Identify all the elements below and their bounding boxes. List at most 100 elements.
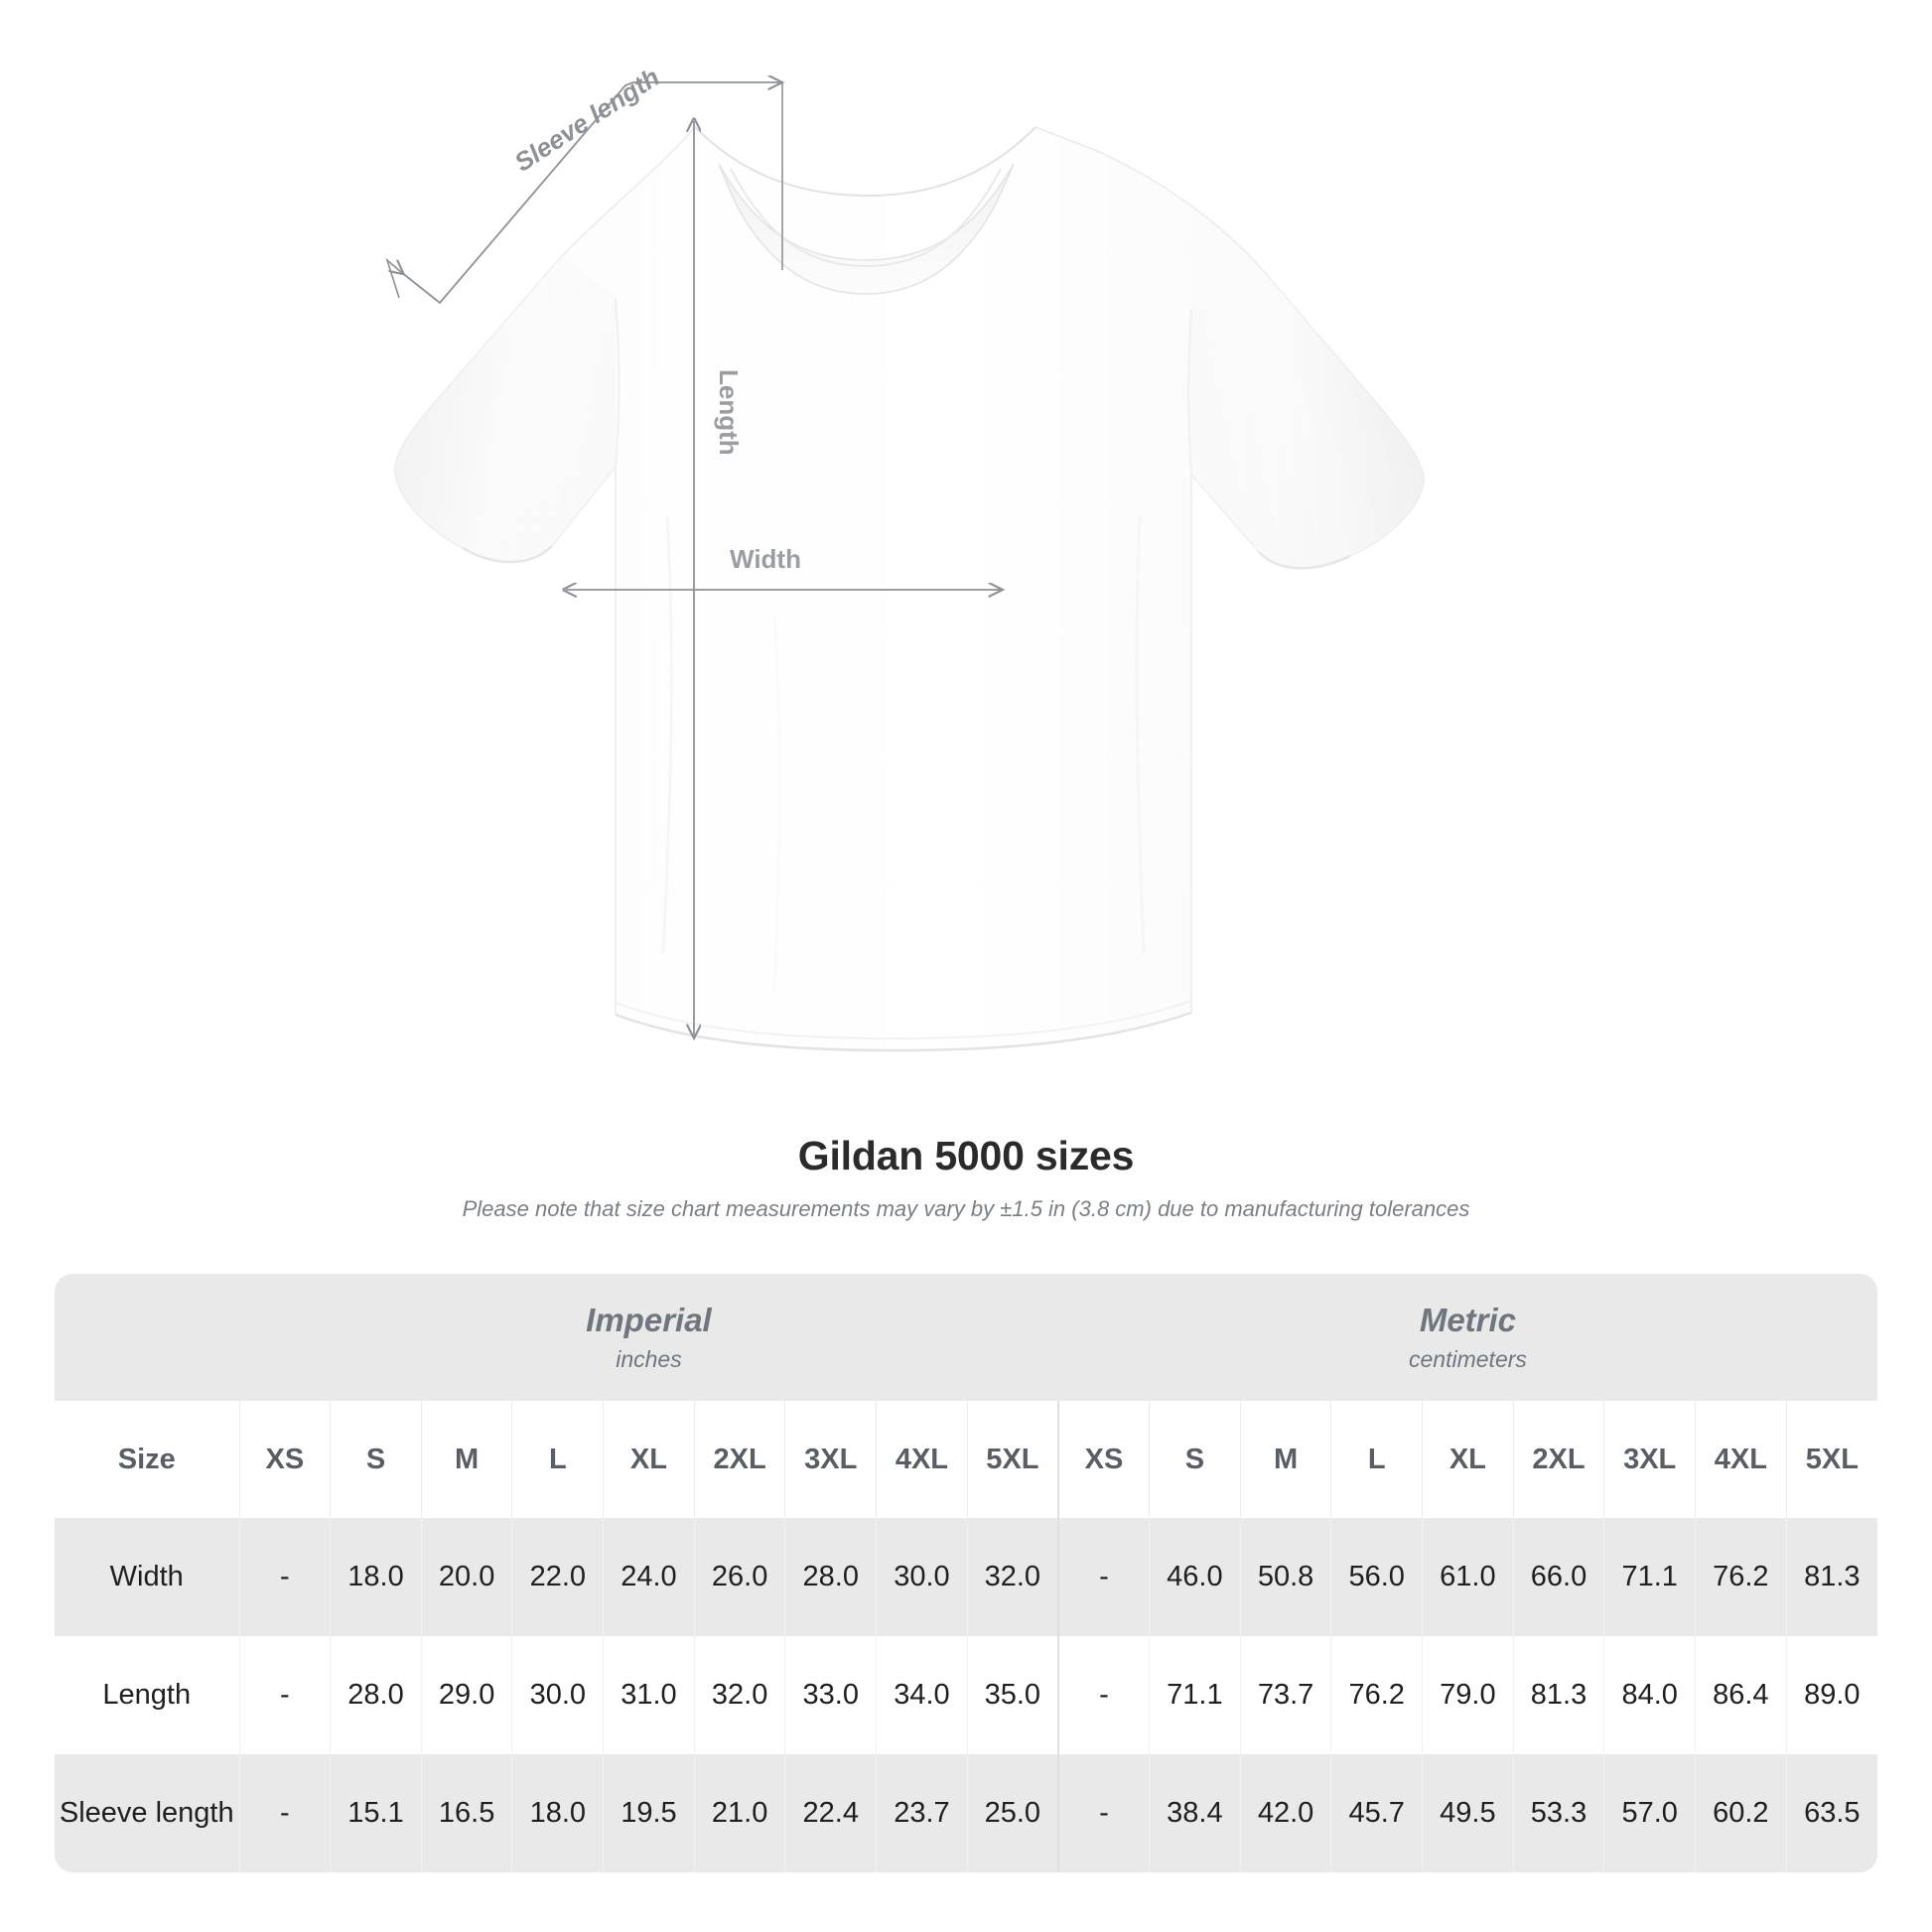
size-header-imperial-xs: XS (238, 1401, 331, 1518)
size-header-imperial-5xl: 5XL (966, 1401, 1058, 1518)
row-label-sleeve-length: Sleeve length (55, 1754, 239, 1872)
cell-value: 31.0 (603, 1636, 695, 1754)
length-label: Length (714, 369, 744, 456)
cell-value: 32.0 (693, 1636, 785, 1754)
size-chart-table-wrapper: Imperial inches Metric centimeters Size XS S M L… (55, 1274, 1877, 1872)
cell-value: 35.0 (966, 1636, 1058, 1754)
row-label-length: Length (55, 1636, 239, 1754)
size-header-imperial-xl: XL (603, 1401, 695, 1518)
page-title: Gildan 5000 sizes (797, 1133, 1135, 1178)
cell-value: - (1056, 1636, 1150, 1754)
cell-value: 79.0 (1422, 1636, 1514, 1754)
garment-shape (394, 125, 1425, 1052)
cell-value: 76.2 (1695, 1518, 1787, 1636)
heading-block: Gildan 5000 sizes Please note that size … (0, 1132, 1932, 1223)
cell-value: 89.0 (1785, 1636, 1877, 1754)
cell-value: 49.5 (1422, 1754, 1514, 1872)
sleeve-length-cuff-tick (385, 257, 402, 299)
cell-value: 81.3 (1785, 1518, 1877, 1636)
unit-group-name: Imperial (586, 1302, 712, 1339)
measurement-annotations (385, 81, 1003, 1038)
cell-value: 29.0 (420, 1636, 512, 1754)
cell-value: 60.2 (1695, 1754, 1787, 1872)
unit-group-name: Metric (1419, 1302, 1517, 1339)
table-row: Length -28.0 29.0 30.0 31.0 32.0 33.0 34.0 35.0-… (55, 1636, 1877, 1754)
size-header-metric-5xl: 5XL (1785, 1401, 1877, 1518)
cell-value: 32.0 (966, 1518, 1058, 1636)
cell-value: 84.0 (1603, 1636, 1696, 1754)
sleeve-length-label: Sleeve length (509, 62, 665, 177)
cell-value: - (238, 1754, 331, 1872)
size-header-metric-l: L (1330, 1401, 1423, 1518)
cell-value: 34.0 (876, 1636, 968, 1754)
cell-value: 33.0 (784, 1636, 877, 1754)
page-subtitle: Please note that size chart measurements… (462, 1196, 1470, 1222)
cell-value: 22.0 (511, 1518, 604, 1636)
cell-value: 57.0 (1603, 1754, 1696, 1872)
size-header-imperial-2xl: 2XL (693, 1401, 785, 1518)
size-header-metric-4xl: 4XL (1695, 1401, 1787, 1518)
cell-value: 71.1 (1603, 1518, 1696, 1636)
size-header-imperial-4xl: 4XL (876, 1401, 968, 1518)
size-header-imperial-s: S (330, 1401, 422, 1518)
cell-value: 76.2 (1330, 1636, 1423, 1754)
sleeve-length-diagonal (401, 81, 634, 305)
cell-value: 16.5 (420, 1754, 512, 1872)
unit-group-imperial: Imperial inches (239, 1274, 1058, 1401)
size-header-imperial-m: M (420, 1401, 512, 1518)
cell-value: - (1056, 1518, 1150, 1636)
table-row: Width -18.0 20.0 22.0 24.0 26.0 28.0 30.0 32.0-4… (55, 1518, 1877, 1636)
cell-value: 28.0 (784, 1518, 877, 1636)
size-header-metric-2xl: 2XL (1512, 1401, 1604, 1518)
cell-value: 19.5 (603, 1754, 695, 1872)
cell-value: 71.1 (1149, 1636, 1241, 1754)
cell-value: 18.0 (511, 1754, 604, 1872)
cell-value: 50.8 (1239, 1518, 1331, 1636)
size-header-imperial-l: L (511, 1401, 604, 1518)
size-header-metric-xs: XS (1056, 1401, 1150, 1518)
cell-value: - (238, 1636, 331, 1754)
size-corner-label: Size (55, 1401, 239, 1518)
cell-value: 23.7 (876, 1754, 968, 1872)
size-header-imperial-3xl: 3XL (784, 1401, 877, 1518)
cell-value: 25.0 (966, 1754, 1058, 1872)
cell-value: 21.0 (693, 1754, 785, 1872)
cell-value: 30.0 (511, 1636, 604, 1754)
tshirt-illustration: Sleeve length Length Width (385, 62, 1425, 1052)
collar (718, 163, 1015, 295)
size-header-metric-s: S (1149, 1401, 1241, 1518)
unit-group-metric: Metric centimeters (1057, 1274, 1877, 1401)
cell-value: 42.0 (1239, 1754, 1331, 1872)
unit-band-spacer (55, 1274, 239, 1401)
cell-value: - (1056, 1754, 1150, 1872)
cell-value: 38.4 (1149, 1754, 1241, 1872)
cell-value: 53.3 (1512, 1754, 1604, 1872)
cell-value: 20.0 (420, 1518, 512, 1636)
cell-value: 18.0 (330, 1518, 422, 1636)
cell-value: 61.0 (1422, 1518, 1514, 1636)
unit-group-sub: centimeters (1409, 1345, 1527, 1372)
cell-value: 45.7 (1330, 1754, 1423, 1872)
size-header-metric-m: M (1239, 1401, 1331, 1518)
size-header-metric-xl: XL (1422, 1401, 1514, 1518)
width-label: Width (730, 544, 801, 574)
cell-value: 15.1 (330, 1754, 422, 1872)
size-header-row: Size XS S M L XL 2XL 3XL 4XL 5XL XS S M L XL 2XL 3XL 4XL 5… (55, 1401, 1877, 1518)
unit-band-row: Imperial inches Metric centimeters (55, 1274, 1877, 1401)
cell-value: 63.5 (1785, 1754, 1877, 1872)
cell-value: 86.4 (1695, 1636, 1787, 1754)
cell-value: 66.0 (1512, 1518, 1604, 1636)
row-label-width: Width (55, 1518, 239, 1636)
size-chart-table: Imperial inches Metric centimeters Size XS S M L… (55, 1274, 1877, 1872)
cell-value: 46.0 (1149, 1518, 1241, 1636)
unit-group-sub: inches (616, 1345, 682, 1372)
cell-value: 30.0 (876, 1518, 968, 1636)
cell-value: 22.4 (784, 1754, 877, 1872)
cell-value: - (238, 1518, 331, 1636)
tshirt-diagram: Sleeve length Length Width (385, 62, 1425, 1052)
size-header-metric-3xl: 3XL (1603, 1401, 1696, 1518)
cell-value: 26.0 (693, 1518, 785, 1636)
cell-value: 81.3 (1512, 1636, 1604, 1754)
cell-value: 56.0 (1330, 1518, 1423, 1636)
cell-value: 73.7 (1239, 1636, 1331, 1754)
